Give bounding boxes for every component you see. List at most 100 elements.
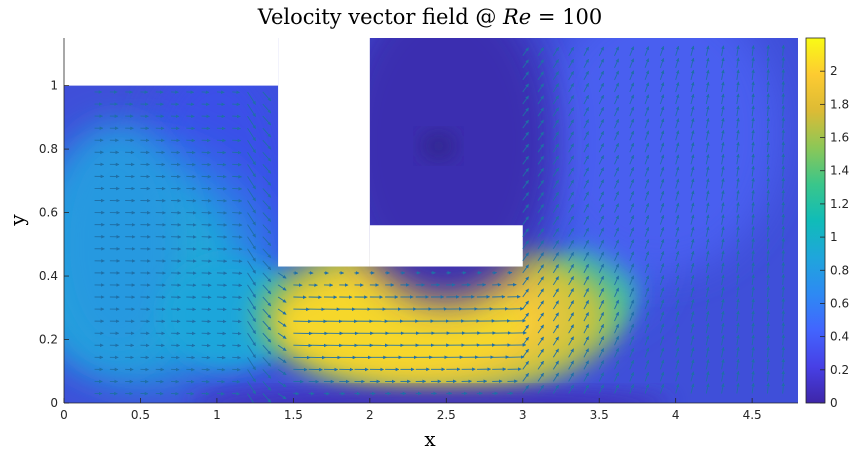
velocity-arrow [568,324,574,334]
velocity-arrow [552,83,559,93]
velocity-arrow [262,91,272,102]
velocity-arrow [736,250,740,261]
solid-obstacles [64,38,523,267]
velocity-arrow [766,56,770,68]
velocity-arrow [247,188,256,202]
velocity-arrow [781,117,786,129]
velocity-arrow [598,191,604,201]
velocity-arrow [522,192,529,201]
velocity-arrow [537,59,544,69]
velocity-arrow [659,238,665,249]
velocity-arrow [583,155,589,165]
velocity-arrow [629,251,634,261]
velocity-arrow [690,130,695,141]
colorbar-tick-label: 0 [830,396,838,410]
velocity-arrow [247,272,256,286]
velocity-arrow [552,288,559,298]
velocity-arrow [751,286,755,298]
velocity-arrow [659,202,665,213]
velocity-arrow [705,359,710,370]
y-tick-label: 0.4 [39,269,58,283]
velocity-arrow [629,275,634,286]
speed-blob [540,38,781,274]
y-tick-label: 0.2 [39,333,58,347]
velocity-arrow [552,264,559,274]
velocity-arrow [781,177,786,189]
velocity-arrow [705,250,710,261]
velocity-arrow [644,227,650,237]
velocity-arrow [644,118,650,129]
velocity-arrow [644,130,650,141]
velocity-arrow [766,310,770,322]
velocity-arrow [614,251,619,261]
velocity-arrow [705,105,710,117]
velocity-arrow [522,276,529,286]
velocity-arrow [522,264,529,274]
velocity-arrow [751,346,755,358]
velocity-arrow [629,311,634,322]
velocity-arrow [659,275,665,286]
velocity-arrow [552,95,559,105]
velocity-arrow [690,371,695,382]
velocity-arrows [94,44,786,403]
velocity-arrow [675,178,680,189]
velocity-arrow [675,69,680,81]
velocity-arrow [659,106,665,117]
velocity-arrow [736,45,740,56]
velocity-arrow [675,359,680,370]
velocity-arrow [644,178,650,189]
velocity-arrow [552,203,559,213]
velocity-arrow [537,119,544,129]
velocity-arrow [614,191,619,201]
velocity-arrow [705,69,710,80]
velocity-arrow [659,70,665,81]
velocity-arrow [552,107,559,117]
plot-area [64,38,798,403]
velocity-arrow [614,94,619,105]
velocity-arrow [614,263,619,274]
velocity-arrow [522,95,529,105]
velocity-arrow [781,322,786,334]
velocity-arrow [583,215,589,225]
velocity-arrow [644,190,650,201]
velocity-arrow [644,58,650,68]
velocity-arrow [644,142,650,153]
velocity-arrow [721,81,725,93]
velocity-arrow [537,288,544,298]
velocity-arrow [659,251,665,261]
velocity-arrow [614,82,619,93]
speed-blob [64,124,188,365]
velocity-arrow [537,312,544,322]
velocity-arrow [552,360,559,370]
velocity-arrow [675,238,680,249]
velocity-arrow [537,83,544,93]
velocity-arrow [705,383,710,394]
velocity-arrow [721,214,725,225]
velocity-arrow [583,239,589,249]
velocity-arrow [522,228,529,237]
y-tick-label: 0.6 [39,206,58,220]
velocity-arrow [751,177,755,189]
velocity-arrow [644,239,650,249]
velocity-arrow [552,59,559,69]
velocity-arrow [598,70,604,81]
velocity-arrow [675,226,680,237]
velocity-arrow [659,178,665,189]
velocity-arrow [247,236,256,250]
velocity-arrow [781,201,786,213]
velocity-arrow [644,323,650,334]
velocity-arrow [262,272,272,283]
velocity-arrow [522,204,529,213]
velocity-arrow [522,180,529,189]
velocity-arrow [690,250,695,261]
velocity-arrow [781,346,786,358]
velocity-arrow [766,189,770,201]
velocity-arrow [675,262,680,273]
velocity-arrow [568,372,574,382]
solid-region [278,38,370,267]
velocity-arrow [598,155,604,165]
velocity-arrow [721,274,725,286]
velocity-arrow [537,95,544,105]
velocity-arrow [568,107,574,117]
velocity-arrow [277,344,287,352]
